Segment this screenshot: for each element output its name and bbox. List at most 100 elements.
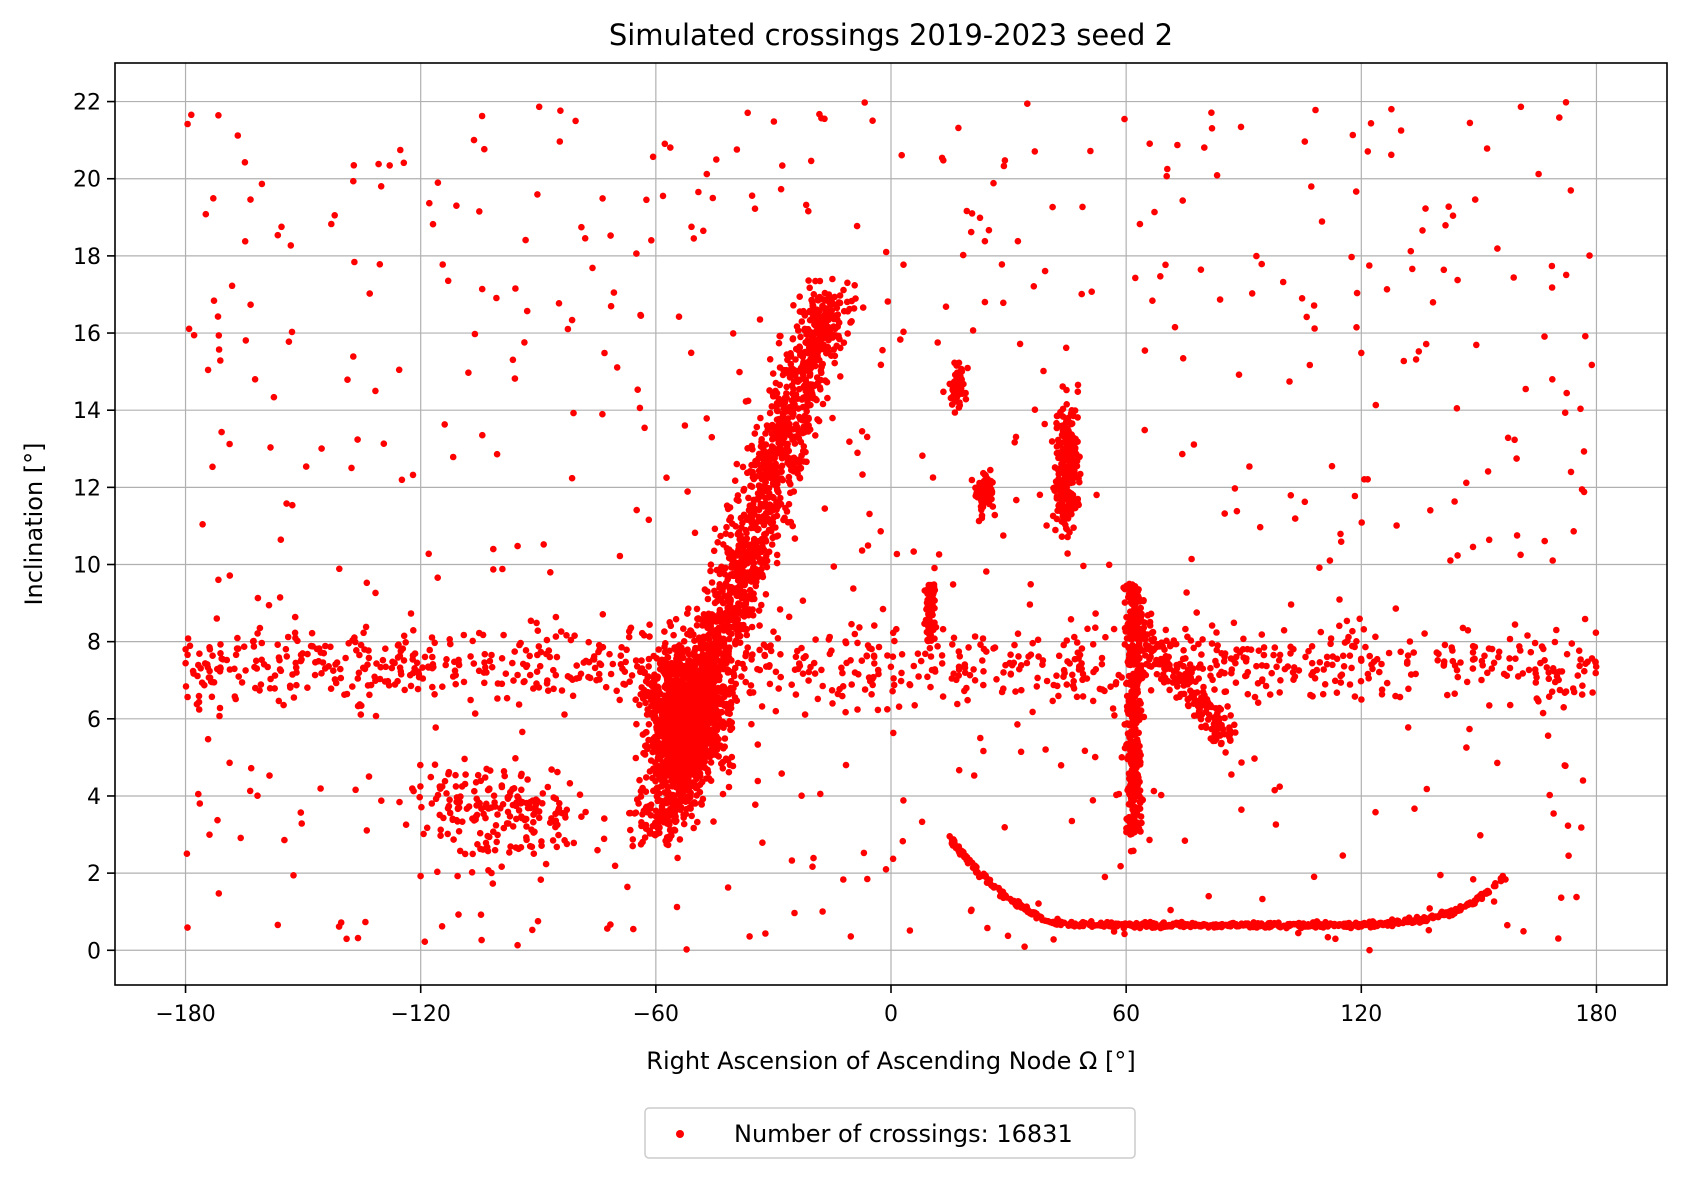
data-point	[720, 541, 727, 548]
data-point	[760, 641, 768, 648]
data-point	[890, 675, 897, 682]
data-point	[475, 629, 483, 637]
data-point	[481, 774, 489, 781]
data-point	[814, 295, 822, 303]
data-point	[825, 293, 832, 300]
data-point	[752, 582, 760, 590]
data-point	[410, 627, 417, 634]
data-point	[311, 671, 319, 679]
data-point	[758, 471, 766, 478]
data-point	[1125, 801, 1133, 808]
data-point	[679, 789, 687, 797]
data-point	[744, 559, 751, 567]
data-point	[770, 628, 777, 635]
data-point	[794, 465, 802, 473]
data-point	[552, 633, 560, 640]
data-point	[776, 364, 784, 371]
data-point	[1405, 685, 1412, 693]
grid	[115, 63, 1667, 985]
data-point	[1254, 680, 1262, 687]
data-point	[599, 611, 607, 618]
data-point	[684, 686, 692, 694]
data-point	[1313, 666, 1321, 674]
data-point	[284, 633, 292, 641]
data-point	[523, 836, 530, 844]
data-point	[995, 884, 1002, 892]
data-point	[749, 512, 756, 519]
data-point	[704, 595, 712, 603]
data-point	[762, 430, 769, 437]
data-point	[708, 579, 716, 586]
data-point	[343, 690, 351, 698]
data-point	[795, 385, 803, 393]
data-point	[813, 306, 821, 314]
data-point	[552, 817, 560, 824]
data-point	[662, 796, 670, 804]
data-point	[534, 651, 541, 659]
data-point	[409, 785, 416, 792]
data-point	[1329, 653, 1337, 660]
data-point	[1346, 652, 1354, 659]
data-point	[744, 644, 751, 651]
data-point	[1135, 655, 1143, 662]
data-point	[196, 650, 203, 657]
data-point	[1127, 652, 1134, 660]
data-point	[647, 689, 654, 696]
data-point	[417, 761, 424, 769]
data-point	[182, 683, 190, 690]
data-point	[454, 872, 461, 880]
data-point	[613, 687, 620, 695]
data-point	[794, 378, 802, 386]
data-point	[1579, 682, 1586, 689]
data-point	[670, 732, 678, 739]
data-point	[714, 539, 721, 546]
data-point	[758, 703, 766, 710]
data-point	[1555, 676, 1562, 684]
data-point	[349, 683, 356, 690]
data-point	[1147, 687, 1155, 694]
data-point	[242, 667, 249, 674]
data-point	[601, 815, 608, 822]
data-point	[673, 679, 680, 687]
data-point	[1410, 649, 1417, 656]
data-point	[1014, 721, 1021, 728]
data-point	[1268, 669, 1275, 677]
data-point	[1357, 677, 1365, 685]
data-point	[1012, 688, 1019, 695]
data-point	[724, 549, 731, 556]
data-point	[534, 627, 542, 634]
data-point	[1000, 669, 1007, 676]
data-point	[642, 774, 650, 781]
data-point	[182, 659, 189, 667]
data-point	[293, 681, 300, 689]
data-point	[1258, 662, 1266, 669]
data-point	[1434, 657, 1441, 664]
data-point	[523, 799, 530, 807]
data-point	[471, 787, 478, 795]
data-point	[663, 685, 670, 692]
data-point	[906, 681, 913, 688]
data-point	[1255, 647, 1263, 654]
data-point	[645, 721, 653, 728]
data-point	[797, 333, 804, 341]
data-point	[542, 860, 550, 868]
data-point	[1337, 672, 1344, 680]
data-point	[1506, 701, 1514, 709]
data-point	[859, 304, 867, 311]
data-point	[971, 677, 979, 684]
data-point	[791, 433, 798, 441]
data-point	[950, 634, 958, 642]
data-point	[1244, 920, 1252, 927]
data-point	[702, 641, 710, 649]
data-point	[1151, 921, 1158, 928]
data-point	[831, 359, 838, 367]
data-point	[836, 292, 844, 299]
data-point	[267, 675, 274, 683]
data-point	[500, 631, 507, 639]
data-point	[327, 685, 335, 692]
data-point	[718, 616, 726, 623]
data-point	[1484, 669, 1491, 677]
data-point	[1348, 664, 1355, 672]
data-point	[837, 373, 844, 380]
data-point	[566, 780, 574, 787]
